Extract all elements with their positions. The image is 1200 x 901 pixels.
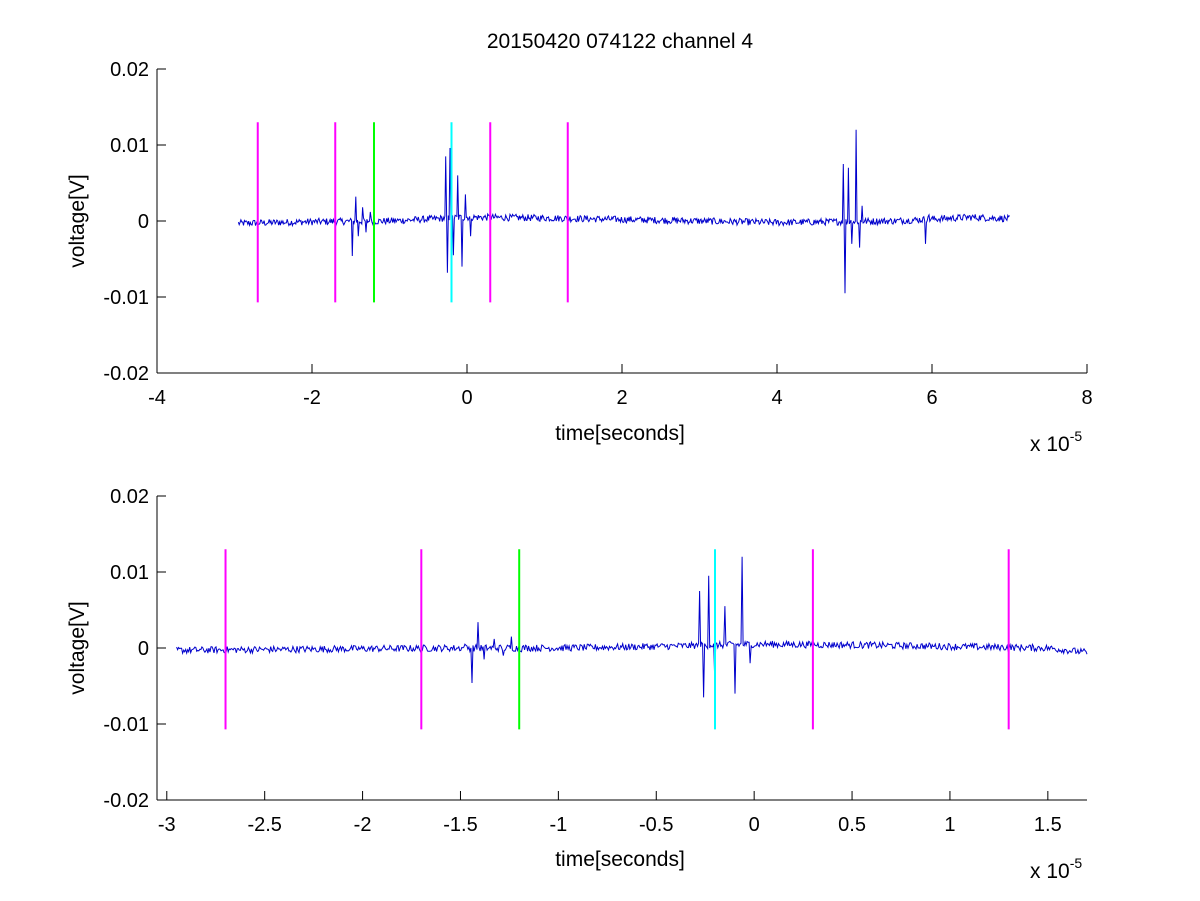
bottom-plot-y-tick-label: 0 bbox=[138, 638, 149, 660]
bottom-plot-x-multiplier: x 10-5 bbox=[1030, 855, 1082, 883]
bottom-plot-y-tick-label: -0.01 bbox=[103, 714, 149, 736]
top-plot-x-multiplier: x 10-5 bbox=[1030, 428, 1082, 456]
bottom-plot-x-tick-label: -3 bbox=[158, 814, 176, 836]
top-plot-x-tick-label: 4 bbox=[771, 387, 782, 409]
bottom-plot-x-tick-label: 1 bbox=[944, 814, 955, 836]
top-plot-y-tick-label: -0.02 bbox=[103, 363, 149, 385]
top-plot-axes: -4 -2 0 2 4 6 8 -0.02 -0.01 0 0.01 0.02 bbox=[103, 59, 1092, 409]
top-plot-xlabel: time[seconds] bbox=[555, 422, 685, 445]
bottom-plot-x-tick-label: -2 bbox=[354, 814, 372, 836]
bottom-plot-signal-trace bbox=[176, 556, 1088, 698]
top-plot-x-tick-label: 0 bbox=[461, 387, 472, 409]
bottom-plot-axes: -3 -2.5 -2 -1.5 -1 -0.5 0 0.5 1 1.5 -0.02 -0.01 0 0.0… bbox=[103, 486, 1087, 836]
bottom-plot-x-tick-label: 1.5 bbox=[1034, 814, 1062, 836]
top-plot-signal-trace bbox=[237, 129, 1010, 294]
bottom-plot-x-tick-label: -1 bbox=[549, 814, 567, 836]
top-plot-y-tick-label: 0.02 bbox=[110, 59, 149, 81]
top-plot-x-tick-label: 6 bbox=[926, 387, 937, 409]
bottom-plot-x-tick-label: -0.5 bbox=[639, 814, 673, 836]
bottom-plot-x-tick-label: 0.5 bbox=[838, 814, 866, 836]
bottom-plot: time[seconds] voltage[V] x 10-5 -3 -2.5 -2… bbox=[66, 486, 1088, 883]
top-plot-y-tick-label: -0.01 bbox=[103, 287, 149, 309]
top-plot-y-tick-label: 0 bbox=[138, 211, 149, 233]
top-plot-x-tick-label: 2 bbox=[616, 387, 627, 409]
bottom-plot-y-tick-label: -0.02 bbox=[103, 790, 149, 812]
top-plot-x-tick-label: -4 bbox=[148, 387, 166, 409]
top-plot-title: 20150420 074122 channel 4 bbox=[487, 30, 754, 53]
bottom-plot-x-tick-label: -1.5 bbox=[443, 814, 477, 836]
top-plot-ylabel: voltage[V] bbox=[66, 174, 89, 267]
bottom-plot-y-tick-label: 0.01 bbox=[110, 562, 149, 584]
top-plot-x-tick-label: -2 bbox=[303, 387, 321, 409]
top-plot-y-tick-label: 0.01 bbox=[110, 135, 149, 157]
top-plot-x-tick-label: 8 bbox=[1081, 387, 1092, 409]
bottom-plot-y-tick-label: 0.02 bbox=[110, 486, 149, 508]
bottom-plot-ylabel: voltage[V] bbox=[66, 601, 89, 694]
bottom-plot-xlabel: time[seconds] bbox=[555, 848, 685, 871]
bottom-plot-x-tick-label: -2.5 bbox=[247, 814, 281, 836]
top-plot: 20150420 074122 channel 4 time[seconds] … bbox=[66, 30, 1093, 456]
bottom-plot-x-tick-label: 0 bbox=[749, 814, 760, 836]
